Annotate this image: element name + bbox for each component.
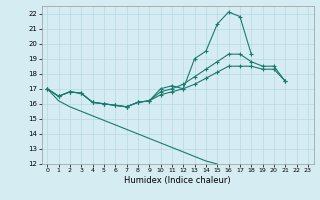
X-axis label: Humidex (Indice chaleur): Humidex (Indice chaleur) [124,176,231,185]
